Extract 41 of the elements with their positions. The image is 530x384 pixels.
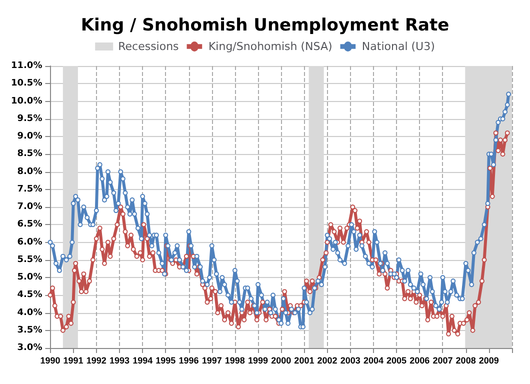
y-tick-label: 4.0% [17, 308, 42, 318]
x-tick-label: 1993 [109, 356, 130, 366]
x-tick-label: 2009 [478, 356, 499, 366]
y-tick-label: 9.5% [17, 114, 42, 124]
x-tick-label: 1997 [202, 356, 222, 366]
x-tick-label: 2001 [294, 356, 314, 366]
y-tick-label: 4.5% [17, 290, 42, 300]
y-tick-label: 10.0% [10, 96, 42, 106]
y-tick-label: 6.5% [17, 220, 42, 230]
y-tick-label: 5.0% [17, 272, 42, 282]
x-tick-label: 2008 [456, 356, 476, 366]
x-tick-label: 2007 [432, 356, 453, 366]
x-tick-label: 1991 [63, 356, 84, 366]
x-tick-label: 2002 [317, 356, 338, 366]
x-tick-label: 2003 [340, 356, 360, 366]
y-tick-label: 7.0% [17, 202, 42, 212]
y-tick-label: 3.0% [17, 343, 42, 353]
legend-label: National (U3) [362, 40, 435, 53]
y-tick-label: 6.0% [17, 237, 42, 248]
y-tick-label: 3.5% [17, 325, 42, 336]
x-tick-label: 1999 [248, 356, 268, 366]
y-tick-label: 8.5% [17, 149, 42, 160]
legend-label: King/Snohomish (NSA) [208, 40, 332, 53]
x-tick-label: 1990 [40, 356, 60, 366]
x-tick-label: 2004 [363, 356, 384, 366]
legend-label: Recessions [118, 40, 180, 53]
x-tick-label: 1994 [132, 356, 153, 366]
x-tick-label: 2000 [271, 356, 292, 366]
chart-title: King / Snohomish Unemployment Rate [80, 16, 450, 36]
y-tick-label: 10.5% [10, 78, 42, 89]
y-tick-label: 8.0% [17, 166, 42, 177]
y-tick-label: 5.5% [17, 254, 42, 265]
x-tick-label: 1992 [86, 356, 106, 366]
x-tick-label: 2006 [410, 356, 430, 366]
y-tick-label: 9.0% [17, 132, 42, 142]
x-tick-label: 1996 [178, 356, 199, 366]
x-tick-label: 1998 [224, 356, 245, 366]
y-tick-label: 7.5% [17, 184, 42, 194]
x-tick-label: 2005 [386, 356, 407, 366]
y-tick-label: 11.0% [10, 61, 42, 71]
x-tick-label: 1995 [156, 356, 176, 366]
